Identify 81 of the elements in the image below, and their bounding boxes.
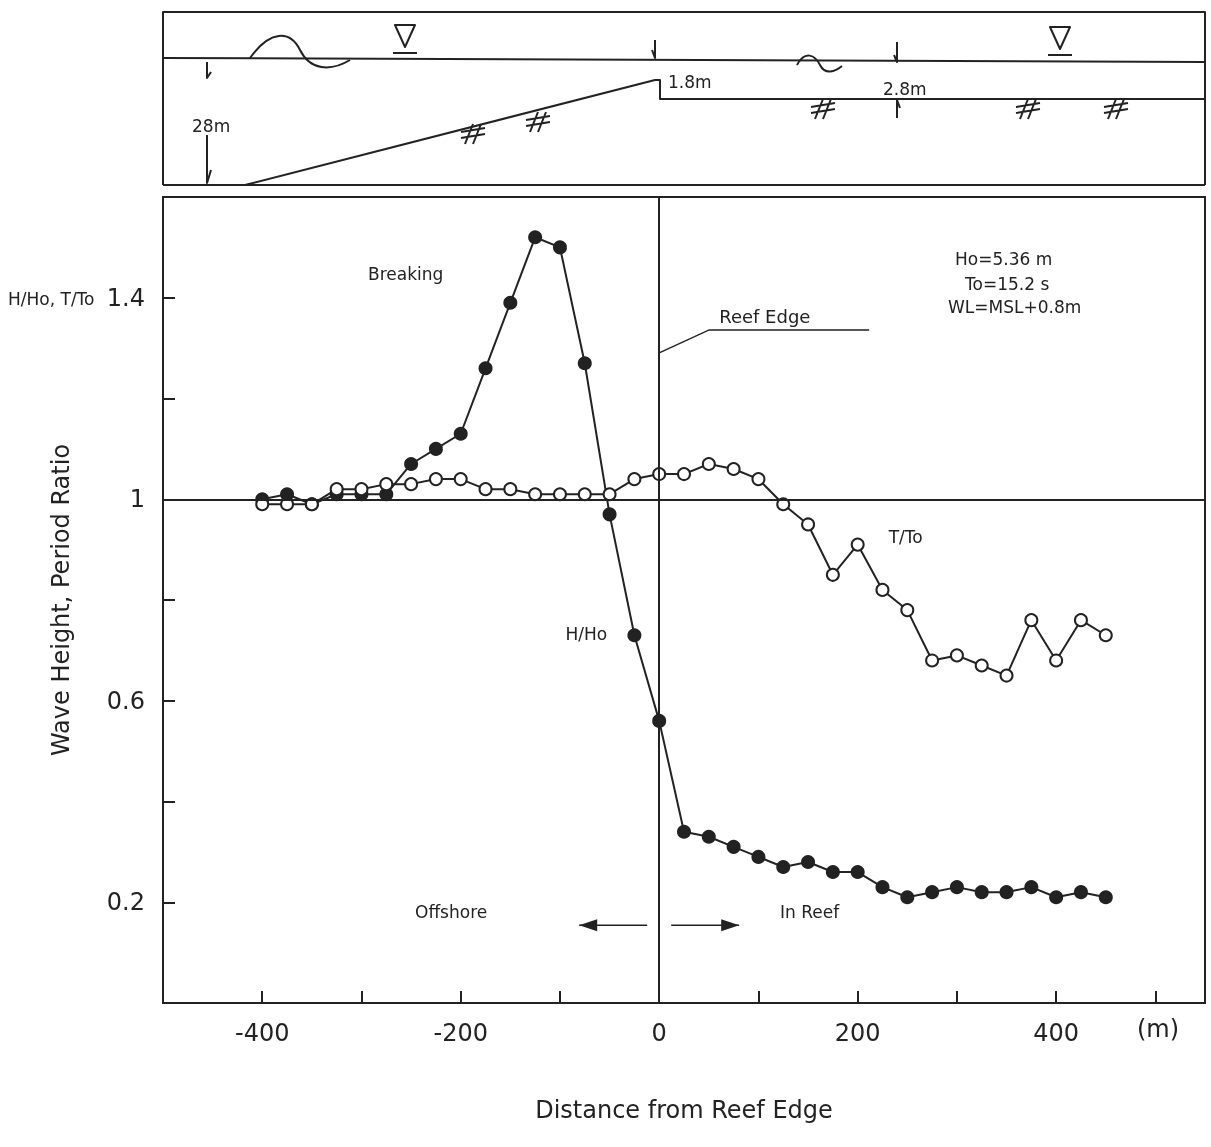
point — [552, 487, 567, 502]
point — [974, 658, 989, 673]
point — [1049, 890, 1064, 905]
point — [974, 885, 989, 900]
point — [428, 472, 443, 487]
point — [503, 482, 518, 497]
x-tick-label: 200 — [834, 1019, 881, 1047]
point — [379, 477, 394, 492]
point — [503, 295, 518, 310]
point — [900, 890, 915, 905]
y-tick-label: 1 — [129, 485, 145, 514]
point — [701, 456, 716, 471]
point — [577, 356, 592, 371]
point — [478, 482, 493, 497]
reef-profile-diagram: 28m 1.8m 2.8m — [0, 0, 1211, 195]
point — [602, 507, 617, 522]
point — [1073, 613, 1088, 628]
point — [453, 472, 468, 487]
point — [329, 482, 344, 497]
point — [801, 854, 816, 869]
point — [751, 472, 766, 487]
point — [627, 628, 642, 643]
y-tick-label: 0.6 — [106, 686, 145, 715]
point — [428, 441, 443, 456]
point — [453, 426, 468, 441]
point — [552, 240, 567, 255]
point — [999, 885, 1014, 900]
point — [677, 824, 691, 839]
text: H/Ho, T/To — [8, 288, 95, 309]
point — [528, 487, 543, 502]
point — [677, 467, 691, 482]
point — [701, 829, 716, 844]
point — [1073, 885, 1088, 900]
annotation: Breaking — [368, 263, 444, 284]
x-tick-label: 400 — [1033, 1019, 1080, 1047]
annotation: To=15.2 s — [964, 273, 1050, 294]
point — [577, 487, 592, 502]
point — [801, 517, 816, 532]
series-label: T/To — [887, 527, 923, 548]
ref-line-label: Reef Edge — [719, 306, 811, 328]
y-tick-label: 1.4 — [106, 283, 145, 312]
point — [875, 880, 890, 895]
point — [999, 668, 1014, 683]
point — [627, 472, 642, 487]
x-axis-title: Distance from Reef Edge — [535, 1096, 833, 1124]
point — [925, 885, 940, 900]
point — [1098, 628, 1113, 643]
point — [726, 839, 741, 854]
point — [1024, 613, 1039, 628]
point — [850, 865, 865, 880]
x-tick-label: 0 — [651, 1019, 667, 1047]
point — [949, 880, 964, 895]
point — [925, 653, 940, 668]
point — [478, 361, 493, 376]
annotation: Offshore — [415, 901, 488, 922]
series-label: H/Ho — [565, 623, 608, 644]
point — [726, 462, 741, 477]
point — [1049, 653, 1064, 668]
annotation: Ho=5.36 m — [955, 248, 1053, 269]
point — [825, 567, 840, 582]
point — [875, 582, 890, 597]
point — [751, 849, 766, 864]
point — [354, 482, 369, 497]
point — [850, 537, 865, 552]
point — [404, 456, 419, 471]
point — [602, 487, 617, 502]
x-tick-label: -200 — [433, 1019, 488, 1047]
point — [1024, 880, 1039, 895]
point — [528, 230, 543, 245]
point — [825, 865, 840, 880]
point — [900, 603, 915, 618]
text: (m) — [1137, 1015, 1180, 1043]
y-axis-title: Wave Height, Period Ratio — [47, 443, 75, 757]
point — [949, 648, 964, 663]
point — [776, 859, 791, 874]
annotation: WL=MSL+0.8m — [948, 296, 1082, 317]
point — [404, 477, 419, 492]
point — [1098, 890, 1113, 905]
annotation: In Reef — [780, 901, 841, 922]
y-tick-label: 0.2 — [106, 888, 145, 917]
x-tick-label: -400 — [235, 1019, 290, 1047]
